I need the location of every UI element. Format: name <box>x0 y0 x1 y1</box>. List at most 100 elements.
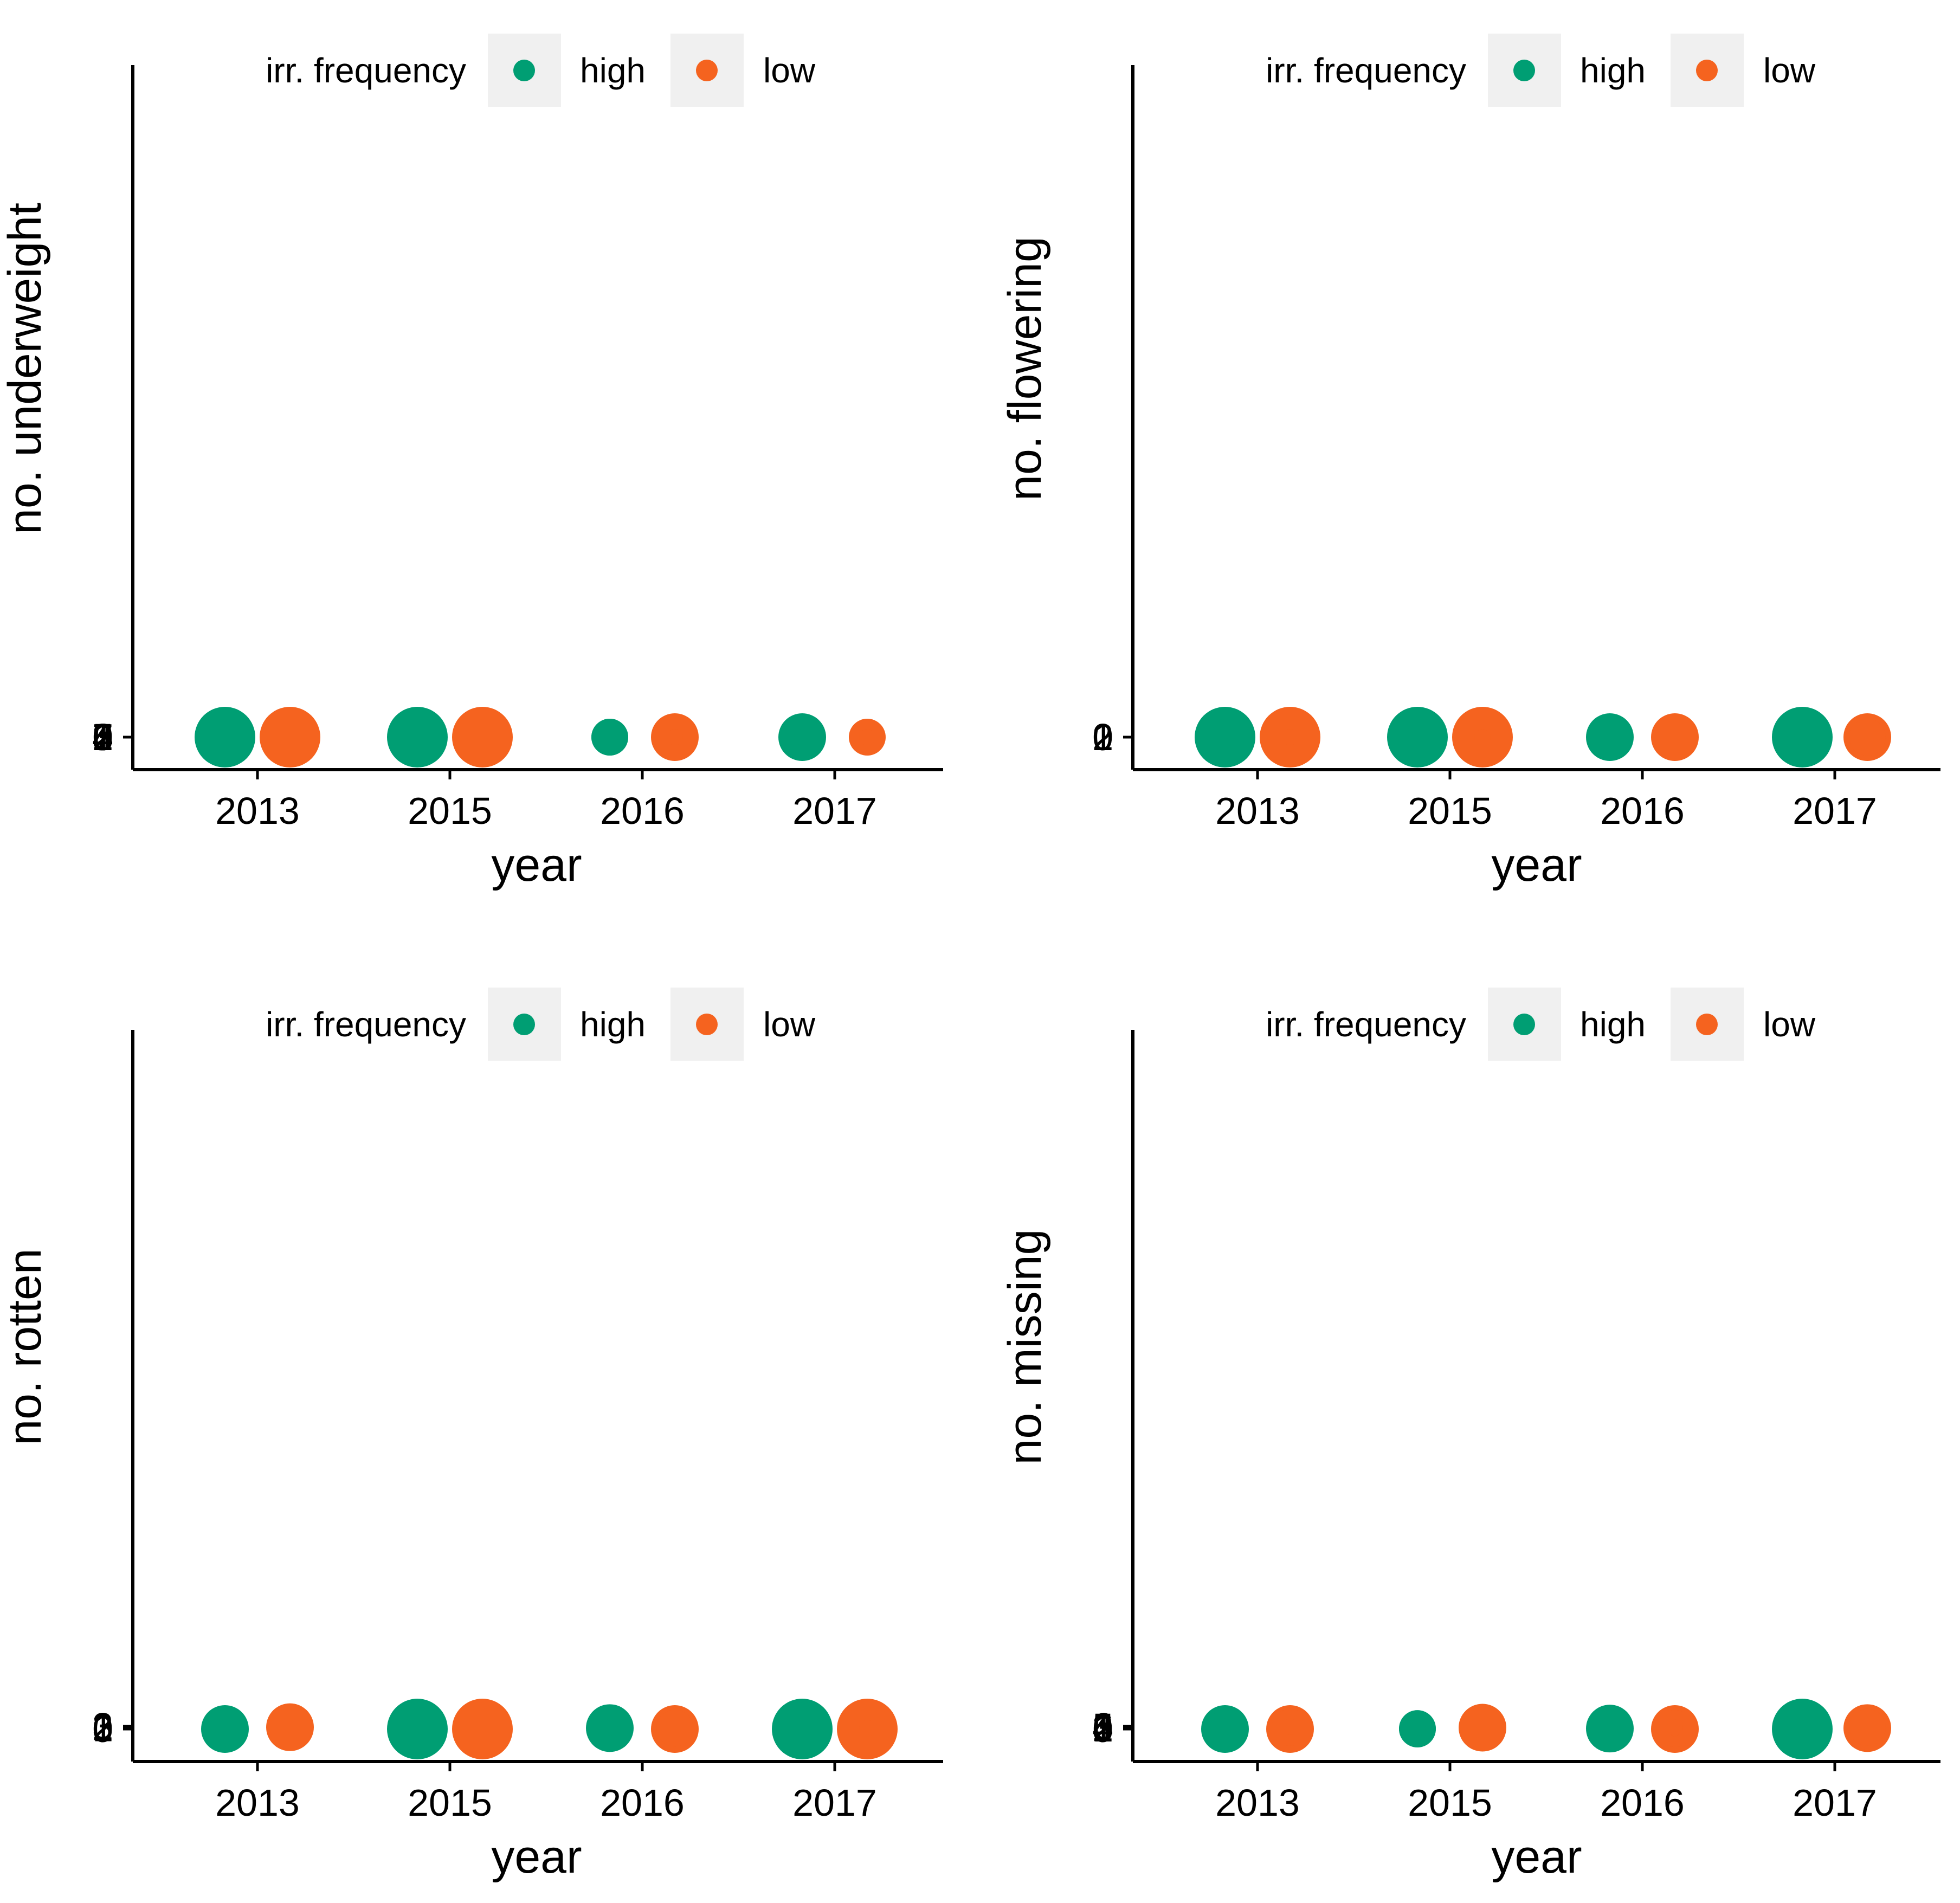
point-low-2015-y1 <box>1474 729 1491 745</box>
point-high-2013-y0 <box>1195 707 1255 767</box>
legend-label-low: low <box>763 51 816 90</box>
y-tick-label: 0 <box>92 716 113 758</box>
legend-label-low: low <box>1763 51 1816 90</box>
x-tick-label: 2017 <box>1793 1782 1877 1824</box>
legend-label-high: high <box>1580 51 1646 90</box>
point-low-2017-y1 <box>859 1720 875 1737</box>
legend: irr. frequency high low <box>1266 34 1816 107</box>
point-high-2016-y3 <box>1602 1719 1618 1736</box>
legend-title: irr. frequency <box>1266 51 1466 90</box>
legend-marker-low <box>696 60 718 81</box>
y-tick-label: 1 <box>92 1707 113 1749</box>
point-low-2016-y1 <box>1651 713 1699 761</box>
point-high-2016-y1 <box>1586 713 1634 761</box>
y-tick-label: 7 <box>92 716 113 758</box>
panel-top-right: 012 2013 2015 2016 2017 year no. flowering irr.… <box>999 34 1940 891</box>
y-tick-label: 3 <box>92 1705 113 1747</box>
point-low-2017-y1 <box>1849 719 1886 756</box>
y-tick-label: 2 <box>1092 1707 1113 1749</box>
y-tick-label: 3 <box>1092 1707 1113 1749</box>
legend-marker-high <box>513 60 535 81</box>
y-tick-label: 3 <box>92 716 113 758</box>
point-high-2015-y0 <box>387 707 448 767</box>
point-high-2013-y5 <box>1217 1718 1233 1735</box>
y-tick-label: 5 <box>92 716 113 758</box>
point-low-2013-y0 <box>260 707 320 767</box>
x-tick-label: 2013 <box>215 790 300 832</box>
y-tick-label: 4 <box>92 716 113 758</box>
y-axis-title: no. underweight <box>0 203 51 534</box>
y-tick-label: 1 <box>1092 1707 1113 1750</box>
y-tick-label: 5 <box>1092 1706 1113 1748</box>
legend-title: irr. frequency <box>266 51 466 90</box>
legend-marker-high <box>513 1014 535 1035</box>
legend-marker-high <box>1513 60 1535 81</box>
point-high-2015-y0 <box>387 1699 448 1759</box>
point-low-2017-y4 <box>1849 1708 1886 1746</box>
point-low-2016-y3 <box>1667 1719 1683 1736</box>
legend-label-low: low <box>1763 1005 1816 1044</box>
point-low-2013-y1 <box>1282 729 1298 745</box>
point-high-2017-y0 <box>772 1699 833 1759</box>
legend-marker-low <box>1696 1014 1718 1035</box>
y-tick-label: 4 <box>1092 1706 1113 1749</box>
legend-label-high: high <box>580 51 646 90</box>
point-low-2015-y0 <box>452 1699 513 1759</box>
x-tick-label: 2017 <box>792 790 877 832</box>
point-high-2016-y4 <box>602 729 618 745</box>
point-low-2013-y5 <box>1282 1718 1298 1735</box>
x-axis-title: year <box>491 1831 582 1883</box>
x-tick-label: 2016 <box>1600 790 1685 832</box>
point-low-2015-y3 <box>1459 1704 1506 1752</box>
legend-title: irr. frequency <box>1266 1005 1466 1044</box>
x-tick-label: 2016 <box>1600 1782 1685 1824</box>
x-axis-title: year <box>1491 839 1582 891</box>
legend: irr. frequency high low <box>266 34 816 107</box>
point-high-2016-y2 <box>602 1719 618 1736</box>
x-axis-title: year <box>491 839 582 891</box>
x-tick-label: 2015 <box>1408 1782 1492 1824</box>
y-tick-label: 0 <box>1092 1708 1113 1750</box>
y-axis-title: no. flowering <box>999 236 1051 501</box>
legend-label-high: high <box>580 1005 646 1044</box>
y-axis-title: no. rotten <box>0 1248 51 1445</box>
x-tick-label: 2015 <box>1408 790 1492 832</box>
y-tick-label: 6 <box>92 716 113 758</box>
point-low-2016-y4 <box>667 729 683 745</box>
point-low-2015-y0 <box>452 707 513 767</box>
legend-label-high: high <box>1580 1005 1646 1044</box>
x-tick-label: 2016 <box>600 1782 685 1824</box>
legend: irr. frequency high low <box>266 988 816 1061</box>
point-high-2013-y2 <box>217 1719 233 1736</box>
legend-title: irr. frequency <box>266 1005 466 1044</box>
x-tick-label: 2013 <box>1215 790 1300 832</box>
x-tick-label: 2016 <box>600 790 685 832</box>
y-tick-label: 1 <box>92 716 113 758</box>
point-high-2017-y1 <box>1794 1720 1810 1737</box>
y-tick-label: 2 <box>1092 716 1113 758</box>
y-tick-label: 1 <box>1092 716 1113 758</box>
x-tick-label: 2017 <box>792 1782 877 1824</box>
x-tick-label: 2015 <box>408 1782 492 1824</box>
legend-label-low: low <box>763 1005 816 1044</box>
x-tick-label: 2013 <box>215 1782 300 1824</box>
point-low-2016-y1 <box>656 1710 693 1747</box>
x-tick-label: 2015 <box>408 790 492 832</box>
point-high-2017-y4 <box>794 729 810 745</box>
point-high-2013-y0 <box>195 707 255 767</box>
x-tick-label: 2017 <box>1793 790 1877 832</box>
y-tick-label: 0 <box>1092 716 1113 758</box>
legend-marker-high <box>1513 1014 1535 1035</box>
legend-marker-low <box>1696 60 1718 81</box>
point-high-2017-y1 <box>1794 729 1810 745</box>
point-high-2015-y0 <box>1387 707 1448 767</box>
point-low-2013-y2 <box>266 1703 314 1751</box>
point-high-2015-y4 <box>1409 1719 1426 1736</box>
y-tick-label: 6 <box>1092 1705 1113 1747</box>
legend: irr. frequency high low <box>1266 988 1816 1061</box>
